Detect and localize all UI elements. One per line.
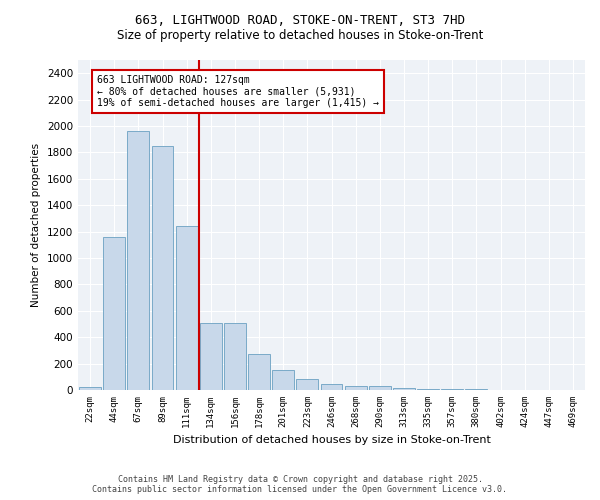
Bar	[127, 132, 149, 390]
Text: 663 LIGHTWOOD ROAD: 127sqm
← 80% of detached houses are smaller (5,931)
19% of s: 663 LIGHTWOOD ROAD: 127sqm ← 80% of deta…	[97, 74, 379, 108]
Bar	[393, 388, 415, 390]
Bar	[200, 322, 221, 390]
Bar	[272, 370, 294, 390]
Bar	[176, 226, 197, 390]
Bar	[103, 237, 125, 390]
Y-axis label: Number of detached properties: Number of detached properties	[31, 143, 41, 307]
Bar	[248, 354, 270, 390]
Bar	[152, 146, 173, 390]
Bar	[320, 384, 343, 390]
Text: Contains HM Land Registry data © Crown copyright and database right 2025.
Contai: Contains HM Land Registry data © Crown c…	[92, 474, 508, 494]
Bar	[369, 386, 391, 390]
Bar	[417, 389, 439, 390]
Bar	[296, 379, 318, 390]
Bar	[345, 386, 367, 390]
Bar	[224, 322, 246, 390]
X-axis label: Distribution of detached houses by size in Stoke-on-Trent: Distribution of detached houses by size …	[173, 436, 490, 446]
Text: 663, LIGHTWOOD ROAD, STOKE-ON-TRENT, ST3 7HD: 663, LIGHTWOOD ROAD, STOKE-ON-TRENT, ST3…	[135, 14, 465, 27]
Text: Size of property relative to detached houses in Stoke-on-Trent: Size of property relative to detached ho…	[117, 29, 483, 42]
Bar	[79, 387, 101, 390]
